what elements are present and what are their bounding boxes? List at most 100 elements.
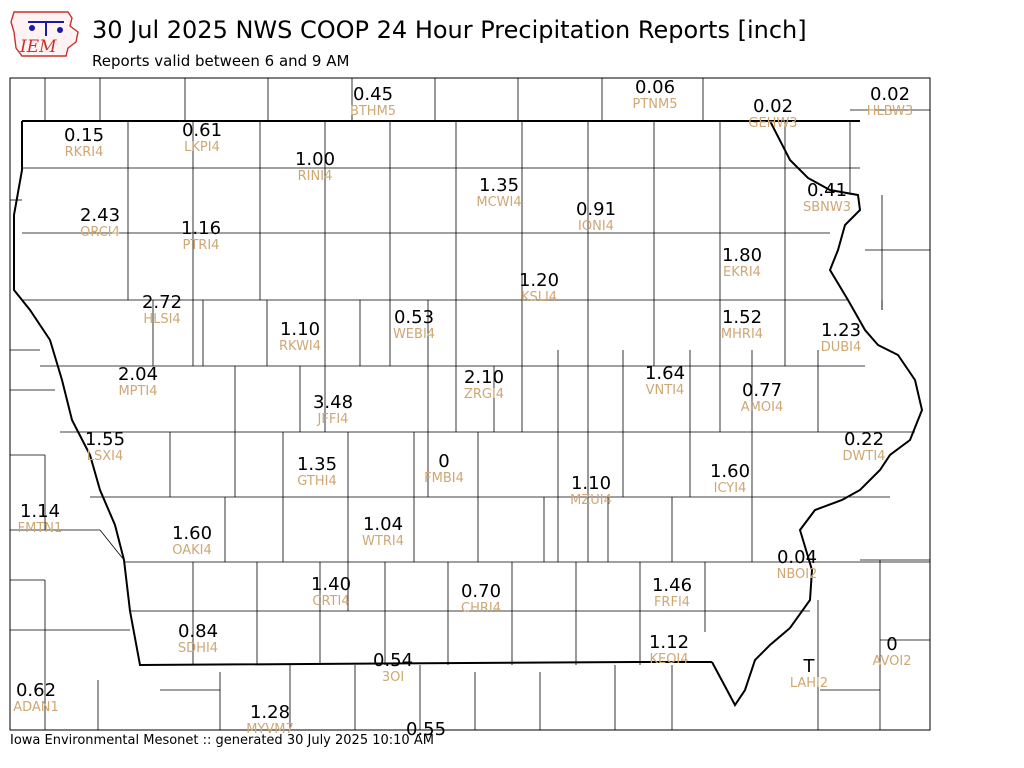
- mississippi-river: [711, 120, 924, 707]
- precip-value: 0.54: [373, 650, 413, 671]
- county-boundaries: [10, 78, 930, 730]
- missouri-river: [13, 121, 131, 612]
- station-id: LSXI4: [87, 449, 124, 464]
- precip-value: 2.04: [118, 364, 158, 385]
- precip-value: 3.48: [313, 392, 353, 413]
- station-id: AVOI2: [872, 654, 911, 669]
- precip-value: 0.22: [844, 429, 884, 450]
- station-id: KSLI4: [521, 290, 557, 305]
- precip-value: 1.23: [821, 320, 861, 341]
- station-id: MZUI4: [570, 493, 612, 508]
- station-id: GTHI4: [297, 474, 336, 489]
- precip-value: 0.77: [742, 380, 782, 401]
- precip-value: 0.70: [461, 581, 501, 602]
- station-id: MCWI4: [476, 195, 521, 210]
- station-id: WEBI4: [393, 327, 435, 342]
- precip-value: 0: [438, 451, 449, 472]
- page-title: 30 Jul 2025 NWS COOP 24 Hour Precipitati…: [92, 16, 807, 44]
- precip-value: 1.20: [519, 270, 559, 291]
- station-id: AMOI4: [741, 400, 783, 415]
- precip-value: 1.80: [722, 245, 762, 266]
- precip-value: 1.14: [20, 501, 60, 522]
- precip-value: 2.10: [464, 367, 504, 388]
- station-id: FMBI4: [424, 471, 464, 486]
- station-id: MYVM7: [246, 722, 294, 737]
- station-id: LKPI4: [184, 140, 220, 155]
- precip-value: 1.60: [710, 461, 750, 482]
- station-id: SBNW3: [803, 200, 851, 215]
- precip-value: 1.64: [645, 363, 685, 384]
- station-id: VNTI4: [646, 383, 685, 398]
- precip-value: 2.72: [142, 292, 182, 313]
- footer-credit: Iowa Environmental Mesonet :: generated …: [10, 733, 434, 748]
- station-id: DWTI4: [843, 449, 886, 464]
- iowa-south-border: [129, 610, 712, 667]
- precip-value: 1.10: [571, 473, 611, 494]
- station-id: NBOI2: [777, 567, 818, 582]
- station-id: LAHI2: [790, 676, 828, 691]
- precip-value: 1.10: [280, 319, 320, 340]
- station-id: CRTI4: [312, 594, 349, 609]
- precip-value: 1.04: [363, 514, 403, 535]
- station-id: CHRI4: [461, 601, 501, 616]
- station-id: ZRGI4: [464, 387, 504, 402]
- precip-value: 1.60: [172, 523, 212, 544]
- station-id: SDHI4: [178, 641, 218, 656]
- precip-value: 0.04: [777, 547, 817, 568]
- station-id: IONI4: [578, 219, 614, 234]
- county-line: [99, 529, 125, 561]
- station-id: MPTI4: [118, 384, 157, 399]
- precip-value: 1.00: [295, 149, 335, 170]
- precip-value: 0.91: [576, 199, 616, 220]
- precip-value: 1.52: [722, 307, 762, 328]
- iem-logo: IEM: [10, 11, 79, 57]
- precip-value: 1.35: [297, 454, 337, 475]
- state-boundaries: [13, 120, 924, 707]
- station-id: PTRI4: [183, 238, 220, 253]
- precip-value: 0.62: [16, 680, 56, 701]
- precip-value: 0.02: [870, 84, 910, 105]
- precip-value: 1.46: [652, 575, 692, 596]
- station-id: ICYI4: [714, 481, 747, 496]
- precip-value: 0.41: [807, 180, 847, 201]
- precip-value: 0.53: [394, 307, 434, 328]
- precip-value: 1.28: [250, 702, 290, 723]
- station-id: KEOI4: [649, 652, 688, 667]
- precip-value: 1.12: [649, 632, 689, 653]
- station-id: MHRI4: [721, 327, 763, 342]
- station-id: FMTN1: [18, 521, 63, 536]
- precip-value: 0.55: [406, 719, 446, 740]
- precip-value: 1.35: [479, 175, 519, 196]
- station-id: GEHW3: [748, 116, 797, 131]
- precip-value: 0.02: [753, 96, 793, 117]
- station-id: DUBI4: [821, 340, 862, 355]
- precip-value: 1.55: [85, 429, 125, 450]
- page-subtitle: Reports valid between 6 and 9 AM: [92, 52, 350, 70]
- map-frame: [9, 77, 931, 731]
- station-id: RINI4: [298, 169, 333, 184]
- precip-value: 0.45: [353, 84, 393, 105]
- station-id: FRFI4: [654, 595, 690, 610]
- station-id: EKRI4: [723, 265, 761, 280]
- station-id: ORCI4: [80, 225, 120, 240]
- station-id: HLSI4: [143, 312, 180, 327]
- logo-text: IEM: [19, 37, 57, 57]
- station-id: RKRI4: [65, 145, 104, 160]
- precip-value: 0.15: [64, 125, 104, 146]
- station-id: WTRI4: [362, 534, 404, 549]
- station-id: HLBW3: [867, 104, 914, 119]
- precip-value: 1.40: [311, 574, 351, 595]
- precip-value: 1.16: [181, 218, 221, 239]
- station-id: RKWI4: [279, 339, 321, 354]
- station-id: 3OI: [382, 670, 404, 685]
- station-id: BTHM5: [350, 104, 396, 119]
- precip-value: 0.61: [182, 120, 222, 141]
- precip-value: 0.06: [635, 77, 675, 98]
- precip-value: 2.43: [80, 205, 120, 226]
- precip-value: 0.84: [178, 621, 218, 642]
- precip-value: T: [803, 656, 816, 677]
- station-id: JFFI4: [317, 412, 349, 427]
- precip-value: 0: [886, 634, 897, 655]
